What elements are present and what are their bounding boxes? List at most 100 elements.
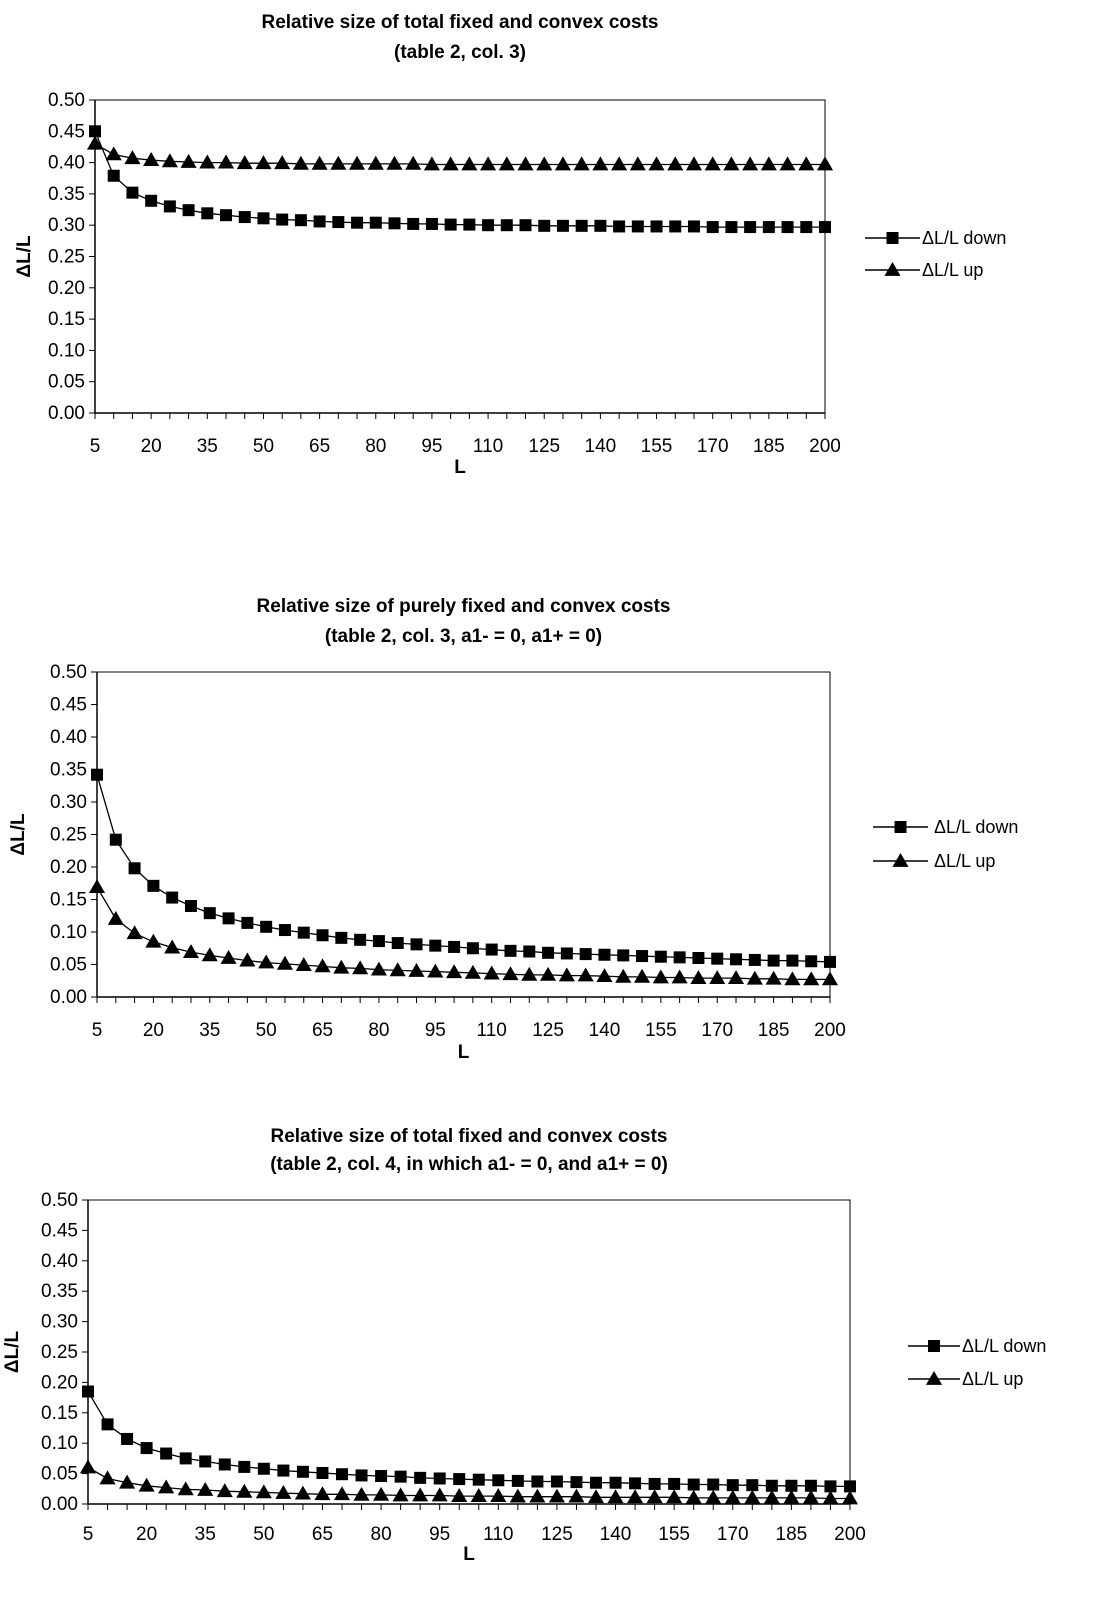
data-point-triangle (446, 964, 463, 979)
data-point-triangle (536, 156, 553, 171)
data-point-square (500, 219, 513, 232)
data-point-triangle (138, 1477, 155, 1492)
data-point-triangle (423, 156, 440, 171)
data-point-square (448, 940, 461, 953)
data-point-square (199, 1455, 212, 1468)
data-point-square (631, 220, 644, 233)
y-tick-label: 0.25 (48, 247, 85, 268)
data-point-square (278, 924, 291, 937)
data-point-triangle (646, 1489, 663, 1504)
data-point-triangle (596, 968, 613, 983)
y-tick-label: 0.30 (41, 1312, 78, 1333)
x-tick-label: 140 (600, 1524, 632, 1545)
y-tick-label: 0.00 (41, 1494, 78, 1515)
data-point-square (673, 951, 686, 964)
data-point-triangle (314, 1486, 331, 1501)
data-point-square (101, 1418, 114, 1431)
y-tick-label: 0.30 (48, 215, 85, 236)
data-point-triangle (105, 146, 122, 161)
data-point-square (650, 220, 663, 233)
legend-label: ΔL/L up (922, 260, 983, 280)
data-point-triangle (412, 1487, 429, 1502)
x-axis-title: L (463, 1544, 475, 1565)
data-point-triangle (199, 154, 216, 169)
y-tick-label: 0.00 (50, 987, 87, 1008)
data-point-square (668, 1477, 681, 1490)
data-point-square (372, 935, 385, 948)
data-point-triangle (742, 156, 759, 171)
data-point-square (711, 952, 724, 965)
data-point-triangle (802, 1489, 819, 1504)
data-point-square (804, 1479, 817, 1492)
data-point-triangle (502, 966, 519, 981)
data-point-triangle (607, 1489, 624, 1504)
x-tick-label: 20 (136, 1524, 157, 1545)
data-point-square (182, 204, 195, 217)
data-point-square (145, 194, 158, 207)
x-tick-label: 65 (309, 436, 330, 457)
data-point-square (669, 220, 682, 233)
legend-label: ΔL/L up (934, 851, 995, 871)
y-tick-label: 0.25 (50, 825, 87, 846)
y-tick-label: 0.50 (50, 662, 87, 683)
data-point-square (91, 768, 103, 781)
data-point-triangle (709, 970, 726, 984)
data-point-square (531, 1475, 544, 1488)
y-tick-label: 0.40 (41, 1251, 78, 1272)
data-point-triangle (295, 957, 312, 971)
data-point-square (819, 221, 831, 234)
data-point-square (492, 1474, 505, 1487)
x-tick-label: 185 (758, 1020, 790, 1041)
x-tick-label: 35 (199, 1020, 220, 1041)
data-point-square (613, 220, 626, 233)
data-point-square (297, 926, 310, 939)
series-line (94, 131, 825, 228)
data-point-triangle (690, 970, 707, 984)
data-point-triangle (405, 155, 422, 170)
y-tick-label: 0.15 (50, 890, 87, 911)
data-point-square (107, 169, 120, 182)
x-tick-label: 95 (421, 436, 442, 457)
data-point-triangle (255, 1484, 272, 1499)
y-tick-label: 0.20 (41, 1372, 78, 1393)
y-tick-label: 0.05 (48, 372, 85, 393)
x-tick-label: 110 (473, 436, 503, 457)
data-point-square (391, 937, 404, 950)
y-tick-label: 0.35 (41, 1281, 78, 1302)
data-point-square (313, 215, 326, 228)
data-point-triangle (143, 152, 160, 166)
data-point-square (316, 929, 329, 942)
data-point-square (355, 1469, 368, 1482)
x-tick-label: 20 (141, 436, 162, 457)
data-point-square (575, 219, 588, 232)
data-point-square (598, 948, 611, 961)
data-point-triangle (521, 966, 538, 981)
data-point-triangle (158, 1479, 175, 1494)
data-point-triangle (236, 1483, 253, 1498)
data-point-triangle (373, 1486, 390, 1501)
data-point-triangle (99, 1470, 116, 1485)
x-tick-label: 110 (477, 1020, 507, 1041)
chart-title: Relative size of total fixed and convex … (261, 12, 658, 33)
chart-1-svg: Relative size of total fixed and convex … (14, 12, 1006, 478)
data-point-square (730, 953, 743, 966)
x-tick-label: 5 (92, 1020, 103, 1041)
data-point-triangle (648, 156, 665, 171)
data-point-triangle (629, 156, 646, 171)
data-point-square (767, 954, 780, 967)
data-point-triangle (161, 153, 178, 168)
data-point-triangle (744, 1489, 761, 1504)
legend: ΔL/L down ΔL/L up (908, 1336, 1046, 1389)
x-axis-title: L (454, 457, 466, 478)
data-point-triangle (352, 960, 369, 975)
legend: ΔL/L down ΔL/L up (873, 817, 1018, 871)
legend-triangle-marker (884, 261, 901, 276)
y-tick-label: 0.20 (48, 278, 85, 299)
x-tick-label: 155 (658, 1524, 690, 1545)
data-point-square (354, 933, 367, 946)
data-point-square (629, 1477, 642, 1490)
data-point-square (184, 900, 197, 912)
data-point-triangle (197, 1481, 214, 1496)
data-point-triangle (558, 967, 575, 982)
data-point-triangle (431, 1487, 448, 1502)
